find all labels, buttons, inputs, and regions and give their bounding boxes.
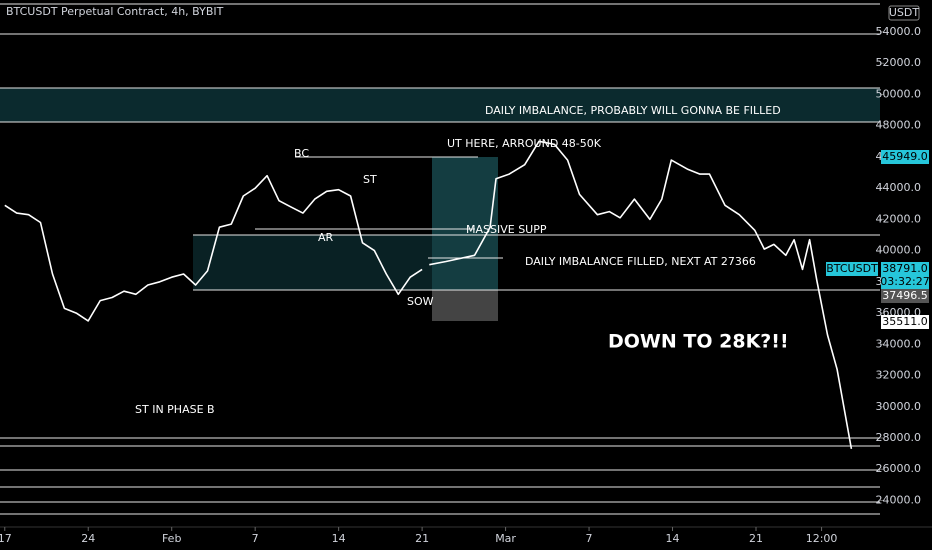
annotation: ST: [363, 173, 377, 186]
y-tick-label: 52000.0: [876, 56, 922, 69]
y-tick-label: 30000.0: [876, 400, 922, 413]
annotation: DAILY IMBALANCE FILLED, NEXT AT 27366: [525, 255, 756, 268]
currency: USDT: [889, 6, 920, 19]
annotation: AR: [318, 231, 334, 244]
annotation: UT HERE, ARROUND 48-50K: [447, 137, 602, 150]
stop-box: [432, 290, 498, 321]
price-tag-box: [881, 262, 929, 276]
price-tag: BTCUSDT: [826, 262, 878, 275]
x-tick-label: Feb: [162, 532, 181, 545]
y-tick-label: 32000.0: [876, 369, 922, 382]
y-tick-label: 48000.0: [876, 119, 922, 132]
price-tag: 37496.5: [882, 289, 928, 302]
x-tick-label: 17: [0, 532, 12, 545]
x-tick-label: 21: [749, 532, 763, 545]
y-tick-label: 42000.0: [876, 212, 922, 225]
currency-box: [888, 5, 920, 21]
levels: [0, 3, 880, 515]
y-tick-label: 26000.0: [876, 462, 922, 475]
annotation: DAILY IMBALANCE, PROBABLY WILL GONNA BE …: [485, 104, 781, 117]
price-tag-box: [881, 150, 929, 164]
y-tick-label: 40000.0: [876, 244, 922, 257]
y-tick-label: 24000.0: [876, 493, 922, 506]
annotation: BC: [294, 147, 309, 160]
x-tick-label: 12:00: [806, 532, 838, 545]
price-tag: 38791.0: [882, 262, 928, 275]
annotation: DOWN TO 28K?!!: [608, 331, 789, 353]
annotation: MASSIVE SUPP: [466, 223, 547, 236]
price-tag: 03:32:27: [880, 275, 929, 288]
price-tag-box: [881, 289, 929, 303]
price-tag: 45949.0: [882, 150, 928, 163]
price-tag-box: [881, 275, 929, 289]
y-tick-label: 54000.0: [876, 25, 922, 38]
price-tag: 35511.0: [882, 315, 928, 328]
target-box: [432, 157, 498, 290]
x-tick-label: 24: [81, 532, 95, 545]
x-tick-label: 14: [332, 532, 346, 545]
price-line: [4, 174, 423, 322]
price-tag-box: [826, 262, 878, 276]
price-line: [429, 140, 853, 450]
y-tick-label: 50000.0: [876, 87, 922, 100]
x-tick-label: 7: [586, 532, 593, 545]
x-tick-label: 14: [666, 532, 680, 545]
annotation: SOW: [407, 295, 434, 308]
x-tick-label: 21: [415, 532, 429, 545]
y-tick-label: 34000.0: [876, 337, 922, 350]
x-tick-label: Mar: [495, 532, 516, 545]
x-tick-label: 7: [252, 532, 259, 545]
range-box: [193, 235, 432, 290]
y-tick-label: 44000.0: [876, 181, 922, 194]
chart-title: BTCUSDT Perpetual Contract, 4h, BYBIT: [6, 5, 224, 18]
annotation: ST IN PHASE B: [135, 403, 215, 416]
price-tag-box: [881, 315, 929, 329]
y-tick-label: 28000.0: [876, 431, 922, 444]
imbalance-zone: [0, 88, 880, 122]
